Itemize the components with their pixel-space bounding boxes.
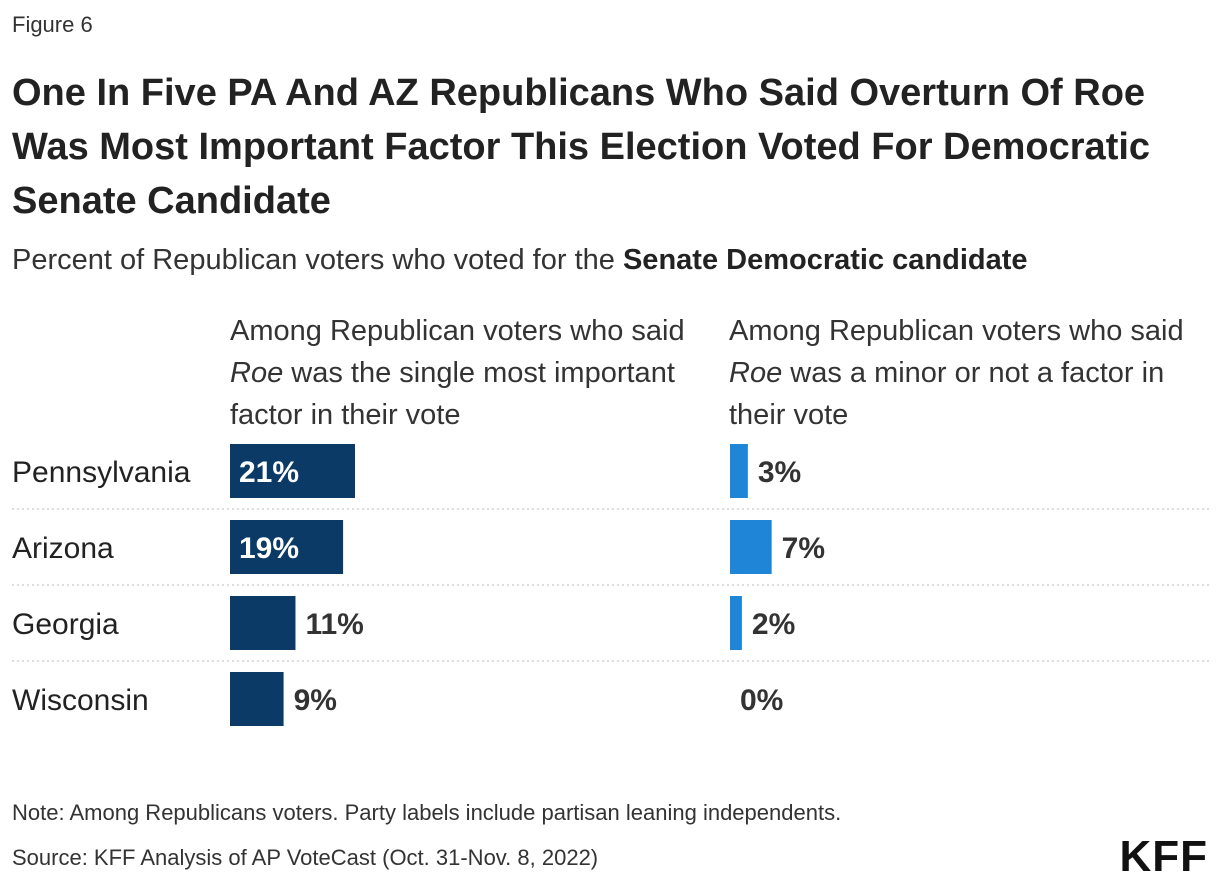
subtitle-prefix: Percent of Republican voters who voted f… — [12, 244, 623, 276]
data-label: 21% — [239, 456, 299, 489]
data-label: 3% — [758, 456, 801, 489]
bar — [730, 444, 748, 498]
chart-source: Source: KFF Analysis of AP VoteCast (Oct… — [12, 845, 599, 870]
chart-title: One In Five PA And AZ Republicans Who Sa… — [12, 72, 1151, 222]
column-header-minor-factor: Among Republican voters who said Roe was… — [729, 315, 1184, 431]
data-label: 0% — [740, 684, 783, 717]
category-label: Georgia — [12, 608, 119, 641]
bar — [230, 596, 296, 650]
data-label: 9% — [294, 684, 337, 717]
figure-label: Figure 6 — [12, 12, 93, 37]
bar — [730, 520, 772, 574]
category-label: Pennsylvania — [12, 456, 191, 489]
chart-subtitle: Percent of Republican voters who voted f… — [12, 244, 1028, 277]
column-header-most-important: Among Republican voters who said Roe was… — [230, 315, 685, 431]
subtitle-bold: Senate Democratic candidate — [622, 244, 1028, 276]
bar-chart: Pennsylvania 21% 3% Arizona 19% 7% Georgia 11% 2… — [12, 444, 1210, 726]
bar — [230, 444, 355, 498]
data-label: 2% — [752, 608, 795, 641]
kff-logo: KFF — [1119, 832, 1208, 881]
category-label: Arizona — [12, 532, 114, 565]
data-label: 11% — [305, 608, 363, 641]
bar — [230, 672, 284, 726]
data-label: 7% — [782, 532, 825, 565]
data-label: 19% — [239, 532, 299, 565]
bar — [730, 596, 742, 650]
category-label: Wisconsin — [12, 684, 149, 717]
chart-note: Note: Among Republicans voters. Party la… — [12, 800, 842, 825]
bar — [230, 520, 344, 574]
